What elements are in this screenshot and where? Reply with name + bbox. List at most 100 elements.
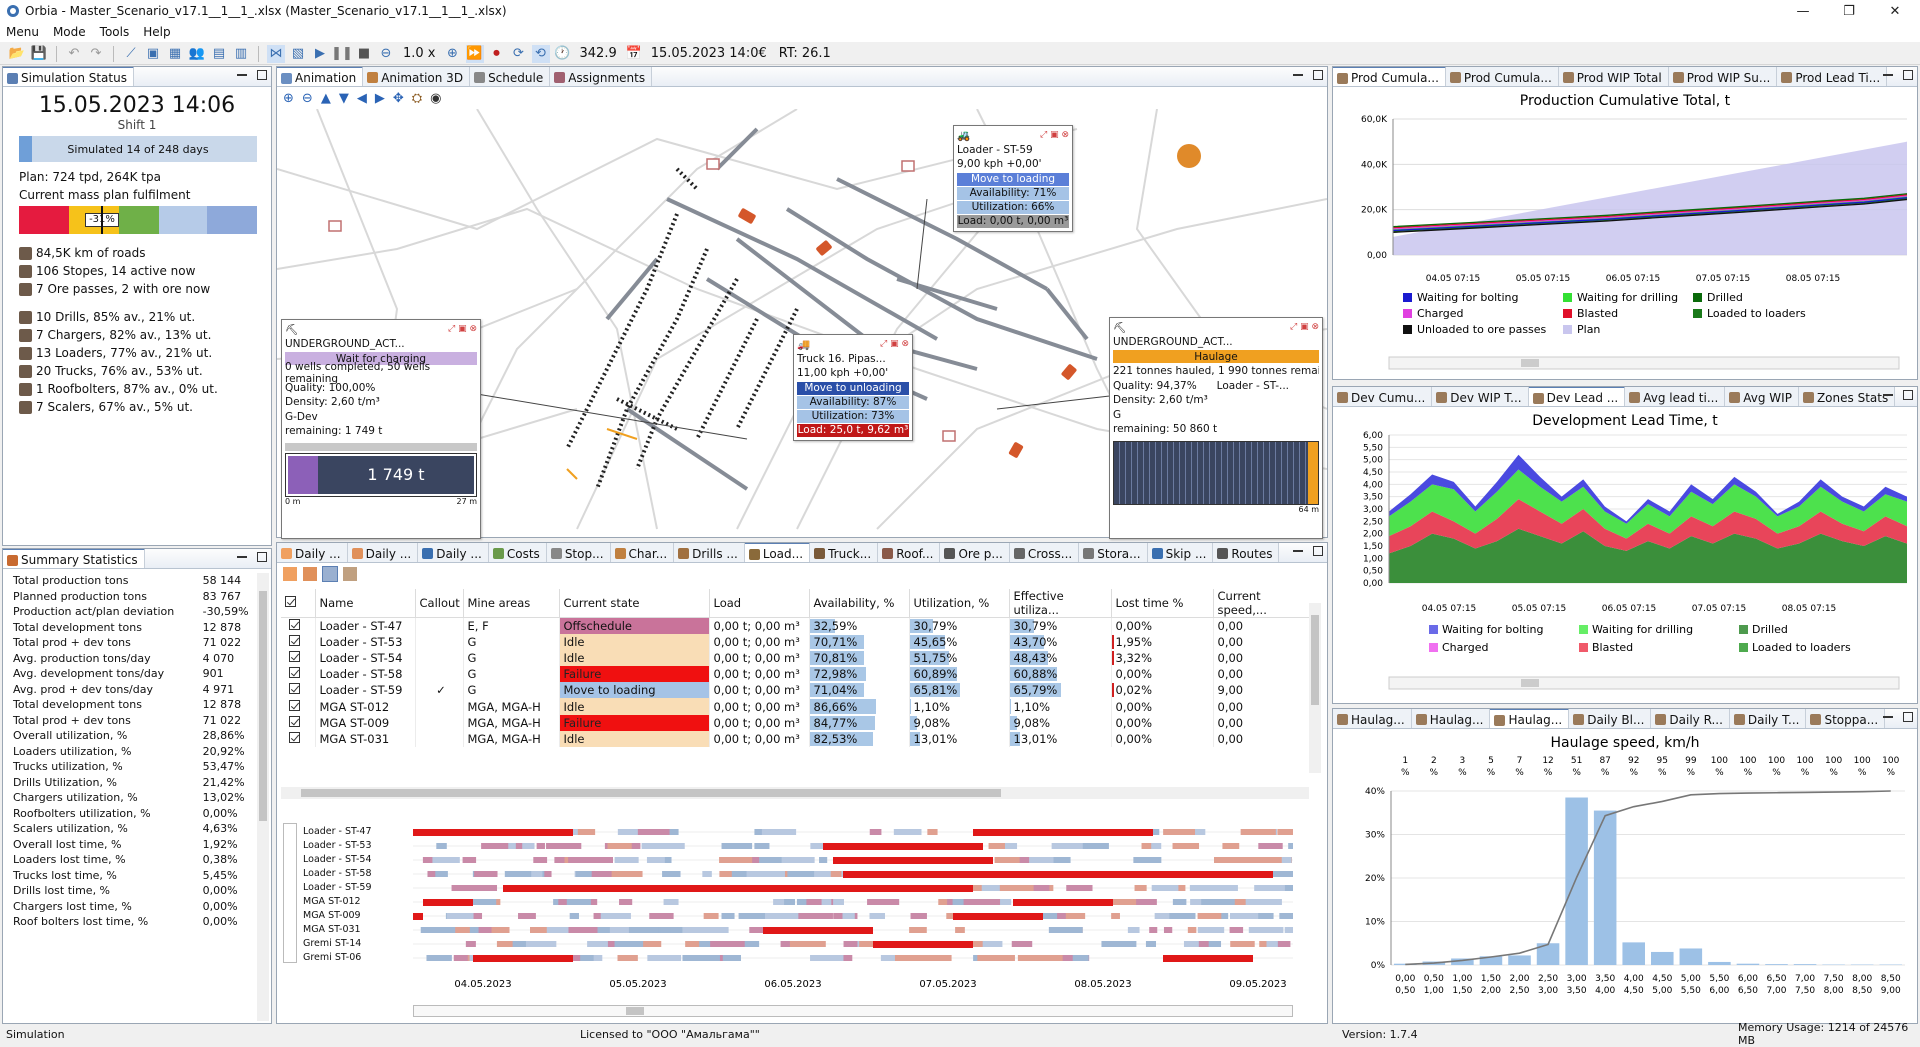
column-header[interactable] bbox=[281, 589, 315, 618]
tab-schedule[interactable]: Schedule bbox=[470, 67, 550, 86]
column-header[interactable]: Utilization, % bbox=[909, 589, 1009, 618]
redo-icon[interactable]: ↷ bbox=[87, 45, 105, 63]
tab-table-10[interactable]: Ore p... bbox=[940, 543, 1009, 562]
record-icon[interactable]: ⏺ bbox=[488, 45, 506, 63]
pause-icon[interactable]: ❚❚ bbox=[333, 45, 351, 63]
row-checkbox[interactable] bbox=[289, 667, 300, 678]
tab-table-6[interactable]: Drills ... bbox=[674, 543, 745, 562]
tab-table-14[interactable]: Routes bbox=[1213, 543, 1279, 562]
tab-table-11[interactable]: Cross... bbox=[1010, 543, 1079, 562]
grid-icon[interactable]: ▦ bbox=[166, 45, 184, 63]
maximize-panel-icon[interactable] bbox=[257, 70, 267, 80]
callout-close-icon[interactable]: ⤢ ▣ ⊗ bbox=[1290, 322, 1319, 332]
sync-icon[interactable]: ⟲ bbox=[532, 45, 550, 63]
summary-scrollbar[interactable] bbox=[257, 573, 269, 1021]
callout-close-icon[interactable]: ⤢ ▣ ⊗ bbox=[880, 339, 909, 349]
cube-icon[interactable]: ▣ bbox=[144, 45, 162, 63]
tab-right_tabs_1-4[interactable]: Prod Lead Ti... bbox=[1777, 67, 1887, 86]
tab-table-4[interactable]: Stop... bbox=[547, 543, 611, 562]
row-checkbox[interactable] bbox=[289, 651, 300, 662]
equipment-icon[interactable]: ⛭ bbox=[412, 91, 422, 106]
underground-activity-callout-2[interactable]: ⛏⤢ ▣ ⊗ UNDERGROUND_ACT... Haulage 221 to… bbox=[1109, 317, 1323, 539]
menu-item-mode[interactable]: Mode bbox=[53, 25, 86, 39]
arrow-up-icon[interactable]: ▲ bbox=[321, 91, 331, 106]
tab-right_tabs_2-4[interactable]: Avg WIP bbox=[1725, 387, 1799, 406]
tab-table-8[interactable]: Truck... bbox=[810, 543, 878, 562]
cell-callout[interactable] bbox=[415, 666, 463, 682]
column-header[interactable]: Availability, % bbox=[809, 589, 909, 618]
tab-right_tabs_2-1[interactable]: Dev WIP T... bbox=[1432, 387, 1528, 406]
minimize-panel-icon[interactable] bbox=[1883, 70, 1893, 76]
users-icon[interactable]: 👥 bbox=[188, 45, 206, 63]
tab-table-7[interactable]: Load... bbox=[745, 543, 810, 562]
tab-simulation-status[interactable]: Simulation Status bbox=[3, 67, 134, 86]
cell-callout[interactable]: ✓ bbox=[415, 682, 463, 698]
maximize-panel-icon[interactable] bbox=[1903, 390, 1913, 400]
zoom-in-icon[interactable]: ⊕ bbox=[283, 91, 294, 106]
callout-close-icon[interactable]: ⤢ ▣ ⊗ bbox=[448, 324, 477, 334]
gantt-hscroll[interactable] bbox=[413, 1005, 1293, 1017]
cell-callout[interactable] bbox=[415, 698, 463, 714]
tab-table-9[interactable]: Roof... bbox=[878, 543, 940, 562]
tab-assignments[interactable]: Assignments bbox=[550, 67, 652, 86]
tab-right_tabs_3-1[interactable]: Haulag... bbox=[1412, 709, 1491, 728]
tab-table-12[interactable]: Stora... bbox=[1079, 543, 1147, 562]
tab-table-3[interactable]: Costs bbox=[489, 543, 547, 562]
arrow-down-icon[interactable]: ▼ bbox=[339, 91, 349, 106]
menu-item-help[interactable]: Help bbox=[143, 25, 170, 39]
chart-icon[interactable]: ▥ bbox=[232, 45, 250, 63]
cell-callout[interactable] bbox=[415, 618, 463, 634]
tab-right_tabs_3-5[interactable]: Daily T... bbox=[1730, 709, 1807, 728]
maximize-panel-icon[interactable] bbox=[1903, 70, 1913, 80]
maximize-button[interactable]: ❐ bbox=[1826, 0, 1872, 22]
select-all-checkbox[interactable] bbox=[285, 596, 296, 607]
tab-table-1[interactable]: Daily ... bbox=[348, 543, 419, 562]
tab-right_tabs_3-4[interactable]: Daily R... bbox=[1651, 709, 1730, 728]
minimize-button[interactable]: — bbox=[1780, 0, 1826, 22]
cell-callout[interactable] bbox=[415, 715, 463, 731]
maximize-panel-icon[interactable] bbox=[1313, 546, 1323, 556]
camera-icon[interactable]: ◉ bbox=[430, 91, 441, 106]
stop-icon[interactable]: ■ bbox=[355, 45, 373, 63]
tab-table-13[interactable]: Skip ... bbox=[1148, 543, 1214, 562]
row-checkbox[interactable] bbox=[289, 700, 300, 711]
minimize-panel-icon[interactable] bbox=[1883, 390, 1893, 396]
table-vscroll[interactable] bbox=[1309, 603, 1321, 773]
row-checkbox[interactable] bbox=[289, 683, 300, 694]
list-view-icon[interactable] bbox=[343, 567, 357, 581]
row-checkbox[interactable] bbox=[289, 732, 300, 743]
table-hscroll[interactable] bbox=[281, 787, 1309, 799]
zoom-out-icon[interactable]: ⊖ bbox=[302, 91, 313, 106]
tab-right_tabs_2-3[interactable]: Avg lead ti... bbox=[1625, 387, 1725, 406]
cell-callout[interactable] bbox=[415, 731, 463, 747]
move-icon[interactable]: ✥ bbox=[393, 91, 404, 106]
maximize-panel-icon[interactable] bbox=[257, 552, 267, 562]
column-header[interactable]: Name bbox=[315, 589, 415, 618]
row-checkbox[interactable] bbox=[289, 619, 300, 630]
truck-callout[interactable]: 🚚⤢ ▣ ⊗ Truck 16. Pipas... 11,00 kph +0,0… bbox=[793, 334, 913, 441]
column-header[interactable]: Load bbox=[709, 589, 809, 618]
arrow-left-icon[interactable]: ◀ bbox=[357, 91, 367, 106]
maximize-panel-icon[interactable] bbox=[1903, 712, 1913, 722]
tab-right_tabs_3-6[interactable]: Stoppa... bbox=[1806, 709, 1885, 728]
run-fast-icon[interactable]: ⏩ bbox=[466, 45, 484, 63]
tab-table-0[interactable]: Daily ... bbox=[277, 543, 348, 562]
minimize-panel-icon[interactable] bbox=[1293, 70, 1303, 76]
tab-right_tabs_3-3[interactable]: Daily Bl... bbox=[1569, 709, 1651, 728]
route-icon[interactable]: ⟋ bbox=[122, 45, 140, 63]
tab-summary-statistics[interactable]: Summary Statistics bbox=[3, 549, 145, 568]
schedule-icon[interactable]: ▧ bbox=[289, 45, 307, 63]
row-checkbox[interactable] bbox=[289, 716, 300, 727]
tab-right_tabs_2-5[interactable]: Zones Stats bbox=[1799, 387, 1895, 406]
tab-animation[interactable]: Animation bbox=[277, 67, 363, 86]
callout-close-icon[interactable]: ⤢ ▣ ⊗ bbox=[1040, 130, 1069, 140]
network-icon[interactable]: ⋈ bbox=[267, 45, 285, 63]
refresh-icon[interactable]: ⟳ bbox=[510, 45, 528, 63]
